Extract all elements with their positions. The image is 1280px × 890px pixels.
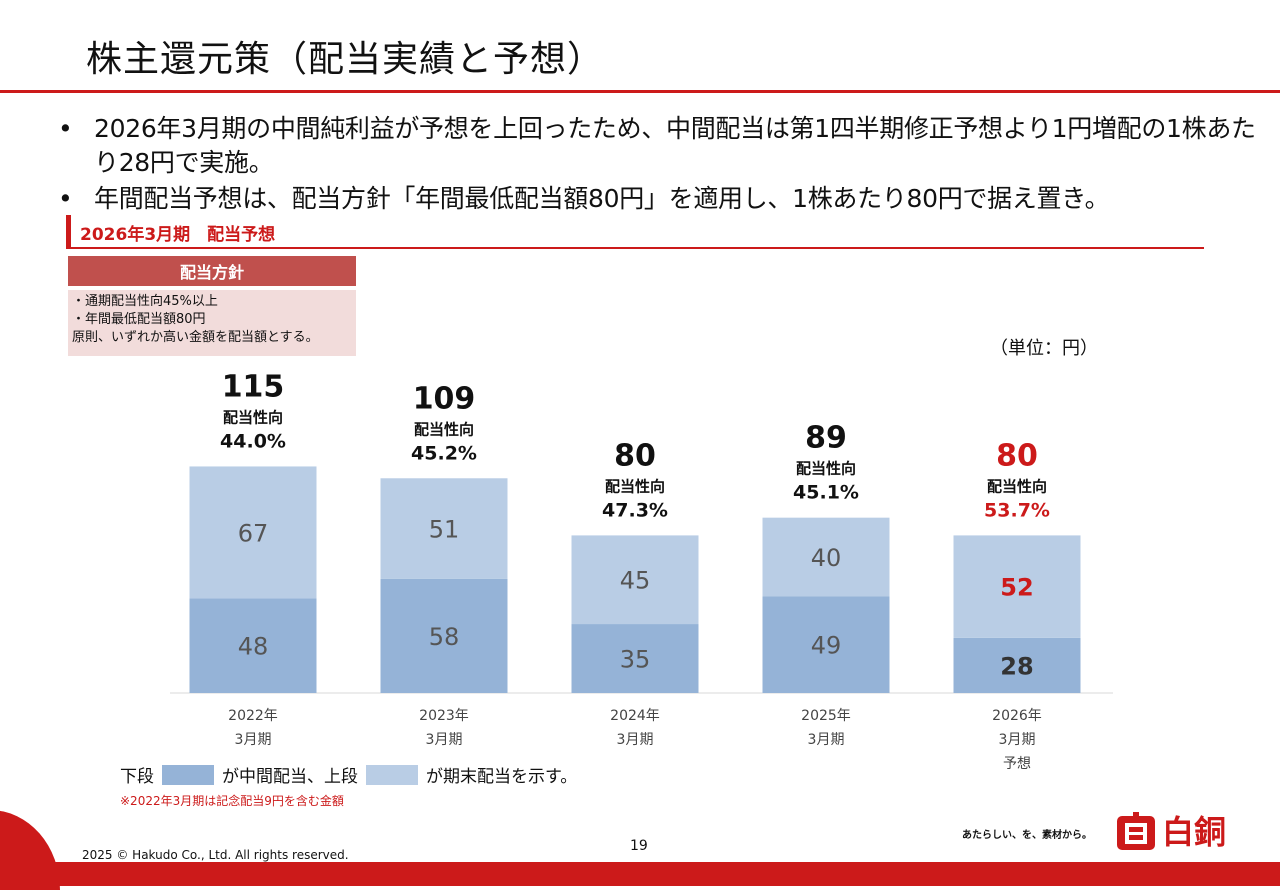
payout-caption: 配当性向 xyxy=(414,420,474,438)
category-label: 2024年 xyxy=(610,708,660,724)
legend-suffix: が期末配当を示す。 xyxy=(426,767,578,787)
label-year-end: 40 xyxy=(811,544,842,572)
bullet-list: • 2026年3月期の中間純利益が予想を上回ったため、中間配当は第1四半期修正予… xyxy=(58,112,1258,218)
category-label: 3月期 xyxy=(808,732,845,748)
bar-year-end xyxy=(762,517,890,597)
bullet-mark: • xyxy=(58,184,73,213)
total-label: 115 xyxy=(222,369,285,404)
total-label: 109 xyxy=(413,381,476,416)
section-rule xyxy=(66,247,1204,249)
footnote: ※2022年3月期は記念配当9円を含む金額 xyxy=(120,794,344,808)
payout-caption: 配当性向 xyxy=(987,477,1047,495)
label-year-end: 51 xyxy=(429,516,460,544)
bar-interim xyxy=(189,598,317,693)
bullet-item: • 2026年3月期の中間純利益が予想を上回ったため、中間配当は第1四半期修正予… xyxy=(58,112,1258,180)
legend-swatch-upper xyxy=(366,764,418,785)
label-interim: 49 xyxy=(811,632,842,660)
label-year-end: 67 xyxy=(238,519,269,547)
payout-caption: 配当性向 xyxy=(605,477,665,495)
category-label: 2026年 xyxy=(992,708,1042,724)
bullet-text: 年間配当予想は、配当方針「年間最低配当額80円」を適用し、1株あたり80円で据え… xyxy=(94,184,1110,213)
title-rule xyxy=(0,90,1280,93)
category-label: 2025年 xyxy=(801,708,851,724)
category-label: 2022年 xyxy=(228,708,278,724)
bullet-text: 2026年3月期の中間純利益が予想を上回ったため、中間配当は第1四半期修正予想よ… xyxy=(94,114,1256,177)
bar-year-end xyxy=(189,466,317,599)
total-label: 80 xyxy=(614,438,656,473)
label-interim: 48 xyxy=(238,633,269,661)
legend: 下段 が中間配当、上段 が期末配当を示す。 xyxy=(120,762,577,787)
legend-middle: が中間配当、上段 xyxy=(222,767,358,787)
legend-prefix: 下段 xyxy=(120,767,154,787)
policy-box: ・通期配当性向45%以上 ・年間最低配当額80円 原則、いずれか高い金額を配当額… xyxy=(68,290,356,356)
dividend-chart: 48 67 44.0% 配当性向 115 2022年 3月期 58 51 45.2% 配当性向 109… xyxy=(170,369,1113,772)
category-label: 3月期 xyxy=(235,732,272,748)
section-marker xyxy=(66,215,71,248)
unit-label: （単位：円） xyxy=(990,338,1098,359)
category-label: 3月期 xyxy=(617,732,654,748)
label-interim: 58 xyxy=(429,623,460,651)
payout-ratio-label: 47.3% xyxy=(602,499,668,521)
legend-swatch-lower xyxy=(162,764,214,785)
policy-line: ・年間最低配当額80円 xyxy=(72,312,206,327)
bar-interim xyxy=(380,578,508,693)
category-label: 3月期 xyxy=(426,732,463,748)
category-label: 3月期 xyxy=(999,732,1036,748)
bar-year-end xyxy=(953,535,1081,638)
payout-caption: 配当性向 xyxy=(796,460,856,478)
bullet-item: • 年間配当予想は、配当方針「年間最低配当額80円」を適用し、1株あたり80円で… xyxy=(58,182,1258,216)
tagline: あたらしい、を、素材から。 xyxy=(962,830,1092,841)
payout-caption: 配当性向 xyxy=(223,408,283,426)
payout-ratio-label: 45.1% xyxy=(793,482,859,504)
policy-line: 原則、いずれか高い金額を配当額とする。 xyxy=(72,330,319,345)
copyright: 2025 © Hakudo Co., Ltd. All rights reser… xyxy=(82,848,349,862)
company-logo-icon xyxy=(1117,812,1155,850)
label-interim: 28 xyxy=(1000,652,1033,680)
bar-interim xyxy=(571,624,699,693)
category-label: 予想 xyxy=(1003,756,1031,772)
payout-ratio-label: 45.2% xyxy=(411,442,477,464)
payout-ratio-label: 44.0% xyxy=(220,430,286,452)
page-title: 株主還元策（配当実績と予想） xyxy=(86,39,605,80)
bar-year-end xyxy=(571,535,699,625)
policy-line: ・通期配当性向45%以上 xyxy=(72,294,218,309)
policy-heading: 配当方針 xyxy=(68,256,356,286)
category-label: 2023年 xyxy=(419,708,469,724)
footer-band xyxy=(0,862,1280,886)
label-year-end: 45 xyxy=(620,567,651,595)
company-logo-text: 白銅 xyxy=(1162,813,1227,851)
bar-year-end xyxy=(380,478,508,579)
page-number: 19 xyxy=(630,838,648,854)
bar-interim xyxy=(762,596,890,693)
total-label: 89 xyxy=(805,421,847,456)
bullet-mark: • xyxy=(58,114,73,143)
bar-interim xyxy=(953,637,1081,693)
payout-ratio-label: 53.7% xyxy=(984,499,1050,521)
total-label: 80 xyxy=(996,438,1038,473)
label-year-end: 52 xyxy=(1000,574,1033,602)
section-title: 2026年3月期 配当予想 xyxy=(80,225,276,245)
label-interim: 35 xyxy=(620,646,651,674)
